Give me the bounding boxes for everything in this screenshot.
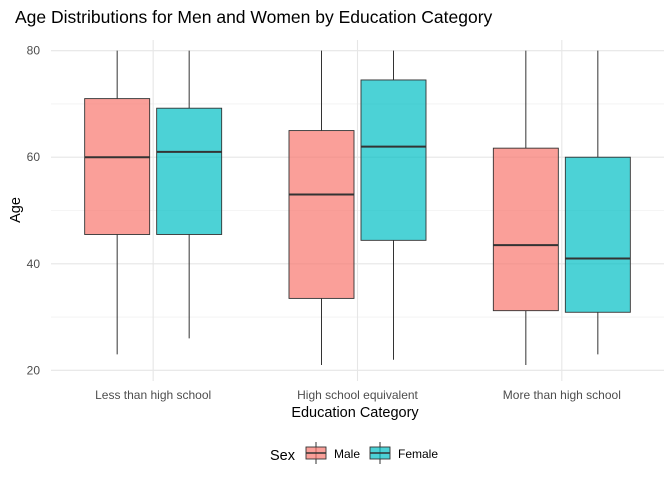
chart-title: Age Distributions for Men and Women by E… xyxy=(15,7,493,27)
box-male-1 xyxy=(288,130,355,299)
y-axis-ticks: 20 40 60 80 xyxy=(27,44,41,378)
x-tick-label: More than high school xyxy=(503,388,621,402)
y-tick-label: 40 xyxy=(27,257,41,271)
box-female-2 xyxy=(564,156,631,313)
x-tick-label: Less than high school xyxy=(95,388,211,402)
y-axis-title: Age xyxy=(8,197,24,223)
box-male-2 xyxy=(492,147,559,312)
legend-title: Sex xyxy=(270,448,296,464)
box-female-0 xyxy=(156,107,223,235)
y-tick-label: 20 xyxy=(27,363,41,377)
x-tick-label: High school equivalent xyxy=(297,388,418,402)
legend: Sex Male Female xyxy=(270,442,438,464)
boxes xyxy=(84,50,631,366)
y-tick-label: 80 xyxy=(27,44,41,58)
x-axis-title: Education Category xyxy=(291,405,419,421)
box-male-0 xyxy=(84,98,151,235)
legend-label-female: Female xyxy=(398,447,438,461)
y-tick-label: 60 xyxy=(27,150,41,164)
grid xyxy=(51,40,664,381)
legend-label-male: Male xyxy=(334,447,360,461)
x-axis-ticks: Less than high school High school equival… xyxy=(95,388,621,402)
box-female-1 xyxy=(360,79,427,241)
